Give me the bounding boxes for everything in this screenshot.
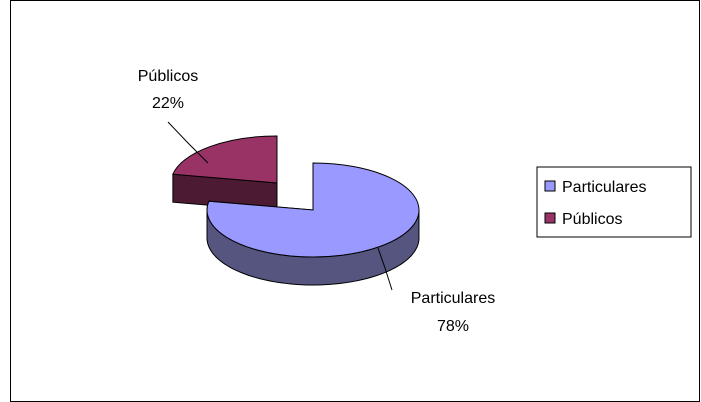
leader-lines [167,121,393,291]
legend-box [536,166,692,238]
pie-slice-publicos-top [172,135,278,184]
data-label-publicos: Públicos 22% [138,68,198,112]
legend-swatch-publicos [544,212,556,224]
pie-slice-publicos [172,135,278,212]
legend-label-particulares: Particulares [562,179,646,196]
pie-slice-particulares-top [206,162,420,258]
slices-layer [172,135,420,286]
data-label-publicos-value: 22% [152,95,184,112]
data-label-publicos-name: Públicos [138,68,198,85]
data-label-particulares: Particulares 78% [411,290,495,335]
pie-slice-particulares [206,162,420,286]
data-label-particulares-name: Particulares [411,290,495,307]
leader-line-publicos [167,121,209,164]
legend-swatch-particulares [544,180,556,192]
leader-line-particulares [377,247,393,291]
legend-label-publicos: Públicos [562,211,622,228]
data-label-particulares-value: 78% [437,318,469,335]
legend: Particulares Públicos [536,166,692,238]
